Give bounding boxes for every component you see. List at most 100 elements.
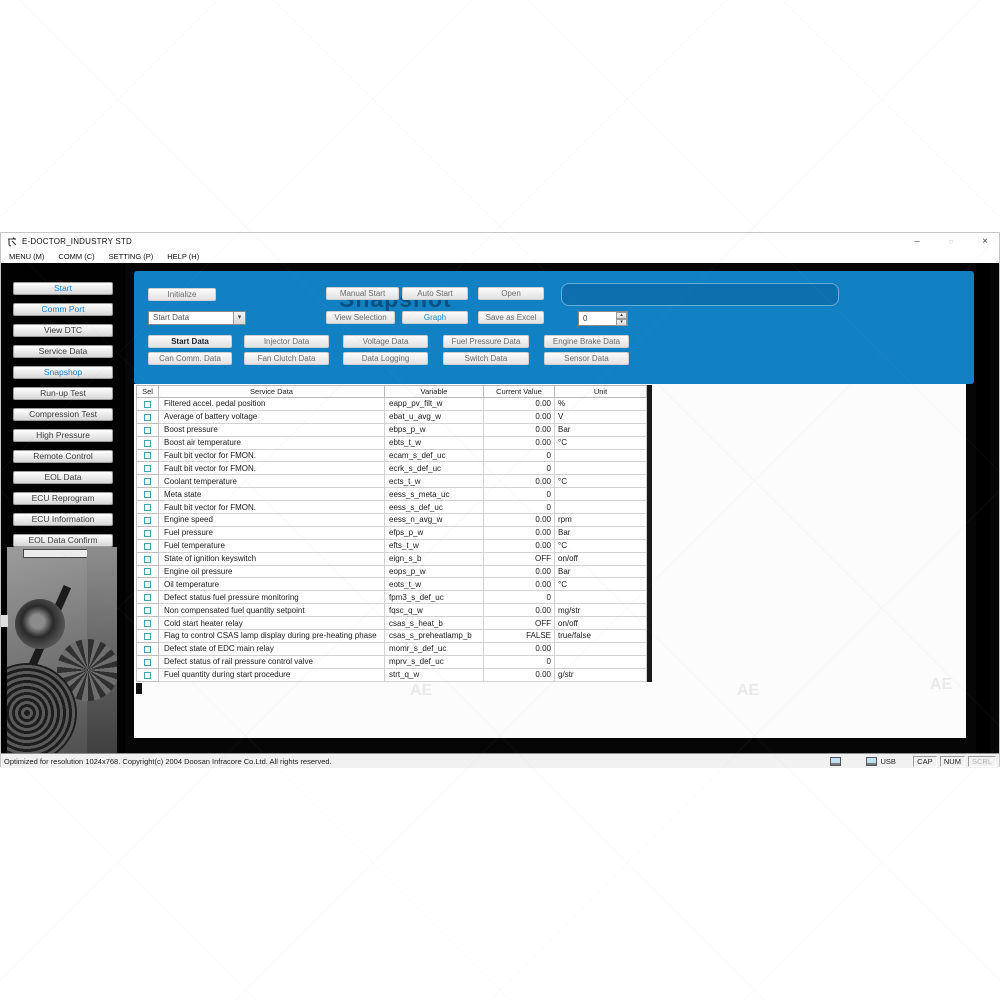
chevron-down-icon[interactable]: ▾ — [233, 312, 245, 324]
table-row: Engine speed eess_n_avg_w 0.00 rpm — [136, 513, 647, 527]
graph-button[interactable]: Graph — [402, 311, 468, 324]
row-checkbox[interactable] — [144, 607, 151, 615]
service-data-cell: Engine oil pressure — [158, 564, 385, 579]
row-checkbox[interactable] — [144, 439, 151, 447]
row-checkbox[interactable] — [144, 671, 151, 679]
current-value-cell: 0.00 — [483, 397, 555, 411]
select-cell — [136, 564, 159, 579]
select-cell — [136, 500, 159, 515]
title-bar: E-DOCTOR_INDUSTRY STD – ○ × — [1, 233, 999, 250]
category-engine-brake-data-button[interactable]: Engine Brake Data — [544, 335, 629, 348]
row-checkbox[interactable] — [144, 529, 151, 537]
edge-notch — [1, 615, 8, 627]
row-checkbox[interactable] — [144, 658, 151, 666]
current-value-cell: 0.00 — [483, 538, 555, 553]
manual-start-button[interactable]: Manual Start — [326, 287, 399, 300]
sidebar-item-eol-data[interactable]: EOL Data — [13, 471, 113, 484]
category-sensor-data-button[interactable]: Sensor Data — [544, 352, 629, 365]
open-button[interactable]: Open — [478, 287, 544, 300]
row-checkbox[interactable] — [144, 581, 151, 589]
row-checkbox[interactable] — [144, 491, 151, 499]
sidebar-item-ecu-reprogram[interactable]: ECU Reprogram — [13, 492, 113, 505]
menu-item-setting-p[interactable]: SETTING (P) — [108, 252, 154, 261]
category-voltage-data-button[interactable]: Voltage Data — [343, 335, 428, 348]
category-fan-clutch-data-button[interactable]: Fan Clutch Data — [244, 352, 329, 365]
row-checkbox[interactable] — [144, 542, 151, 550]
row-checkbox[interactable] — [144, 503, 151, 511]
category-fuel-pressure-data-button[interactable]: Fuel Pressure Data — [443, 335, 529, 348]
row-checkbox[interactable] — [144, 619, 151, 627]
row-checkbox[interactable] — [144, 426, 151, 434]
sidebar-item-ecu-information[interactable]: ECU Information — [13, 513, 113, 526]
variable-cell: eess_n_avg_w — [384, 513, 484, 527]
unit-cell: Bar — [554, 564, 647, 579]
row-checkbox[interactable] — [144, 478, 151, 486]
sidebar-item-high-pressure[interactable]: High Pressure — [13, 429, 113, 442]
sidebar-item-view-dtc[interactable]: View DTC — [13, 324, 113, 337]
stock-watermark-text: AE — [930, 676, 953, 693]
status-bar: Optimized for resolution 1024x768. Copyr… — [1, 753, 999, 768]
select-cell — [136, 474, 159, 489]
variable-cell: efps_p_w — [384, 525, 484, 540]
sidebar-item-eol-data-confirm[interactable]: EOL Data Confirm — [13, 534, 113, 547]
minimize-button[interactable]: – — [914, 236, 920, 247]
sidebar-item-start[interactable]: Start — [13, 282, 113, 295]
menu-bar: MENU (M) COMM (C) SETTING (P) HELP (H) — [1, 250, 999, 263]
window-title: E-DOCTOR_INDUSTRY STD — [22, 237, 132, 246]
close-button[interactable]: × — [982, 236, 988, 247]
spinner-down-icon[interactable]: ▾ — [616, 319, 627, 326]
table-scrollbar[interactable] — [647, 385, 652, 682]
sidebar-item-comm-port[interactable]: Comm Port — [13, 303, 113, 316]
select-cell — [136, 525, 159, 540]
row-checkbox[interactable] — [144, 645, 151, 653]
row-checkbox[interactable] — [144, 555, 151, 563]
table-row: Filtered accel. pedal position eapp_pv_fi… — [136, 397, 647, 411]
service-data-cell: Fault bit vector for FMON. — [158, 461, 385, 476]
sidebar-item-compression-test[interactable]: Compression Test — [13, 408, 113, 421]
row-checkbox[interactable] — [144, 465, 151, 473]
save-as-excel-button[interactable]: Save as Excel — [478, 311, 544, 324]
unit-cell: on/off — [554, 551, 647, 566]
sidebar-item-run-up-test[interactable]: Run-up Test — [13, 387, 113, 400]
service-data-cell: Fault bit vector for FMON. — [158, 448, 385, 463]
category-data-logging-button[interactable]: Data Logging — [343, 352, 428, 365]
select-cell — [136, 435, 159, 450]
auto-start-button[interactable]: Auto Start — [402, 287, 468, 300]
unit-cell: °C — [554, 577, 647, 592]
engine-photo-pulley — [15, 599, 65, 649]
row-checkbox[interactable] — [144, 413, 151, 421]
menu-item-menu-m[interactable]: MENU (M) — [9, 252, 45, 261]
sidebar-item-service-data[interactable]: Service Data — [13, 345, 113, 358]
row-checkbox[interactable] — [144, 632, 151, 640]
menu-item-comm-c[interactable]: COMM (C) — [58, 252, 95, 261]
table-row: Boost air temperature ebts_t_w 0.00 °C — [136, 435, 647, 450]
row-checkbox[interactable] — [144, 400, 151, 408]
maximize-button[interactable]: ○ — [948, 237, 954, 246]
category-injector-data-button[interactable]: Injector Data — [244, 335, 329, 348]
variable-cell: eess_s_meta_uc — [384, 487, 484, 502]
unit-cell: °C — [554, 474, 647, 489]
row-checkbox[interactable] — [144, 516, 151, 524]
view-selection-button[interactable]: View Selection — [326, 311, 395, 324]
spinner-up-icon[interactable]: ▴ — [616, 312, 627, 319]
data-set-dropdown[interactable]: Start Data ▾ — [148, 311, 246, 325]
select-cell — [136, 667, 159, 682]
sidebar-item-remote-control[interactable]: Remote Control — [13, 450, 113, 463]
row-checkbox[interactable] — [144, 568, 151, 576]
row-checkbox[interactable] — [144, 594, 151, 602]
current-value-cell: FALSE — [483, 629, 555, 643]
row-checkbox[interactable] — [144, 452, 151, 460]
menu-item-help-h[interactable]: HELP (H) — [167, 252, 200, 261]
initialize-button[interactable]: Initialize — [148, 288, 216, 301]
current-value-cell: 0 — [483, 590, 555, 605]
sidebar-item-snapshop[interactable]: Snapshop — [13, 366, 113, 379]
table-row: Meta state eess_s_meta_uc 0 — [136, 487, 647, 502]
unit-cell — [554, 654, 647, 669]
service-data-cell: Fuel pressure — [158, 525, 385, 540]
category-switch-data-button[interactable]: Switch Data — [443, 352, 529, 365]
category-start-data-button[interactable]: Start Data — [148, 335, 232, 348]
interval-spinner[interactable]: 0 ▴ ▾ — [578, 311, 628, 326]
table-row: Fuel quantity during start procedure strt… — [136, 667, 647, 682]
category-can-comm-data-button[interactable]: Can Comm. Data — [148, 352, 232, 365]
